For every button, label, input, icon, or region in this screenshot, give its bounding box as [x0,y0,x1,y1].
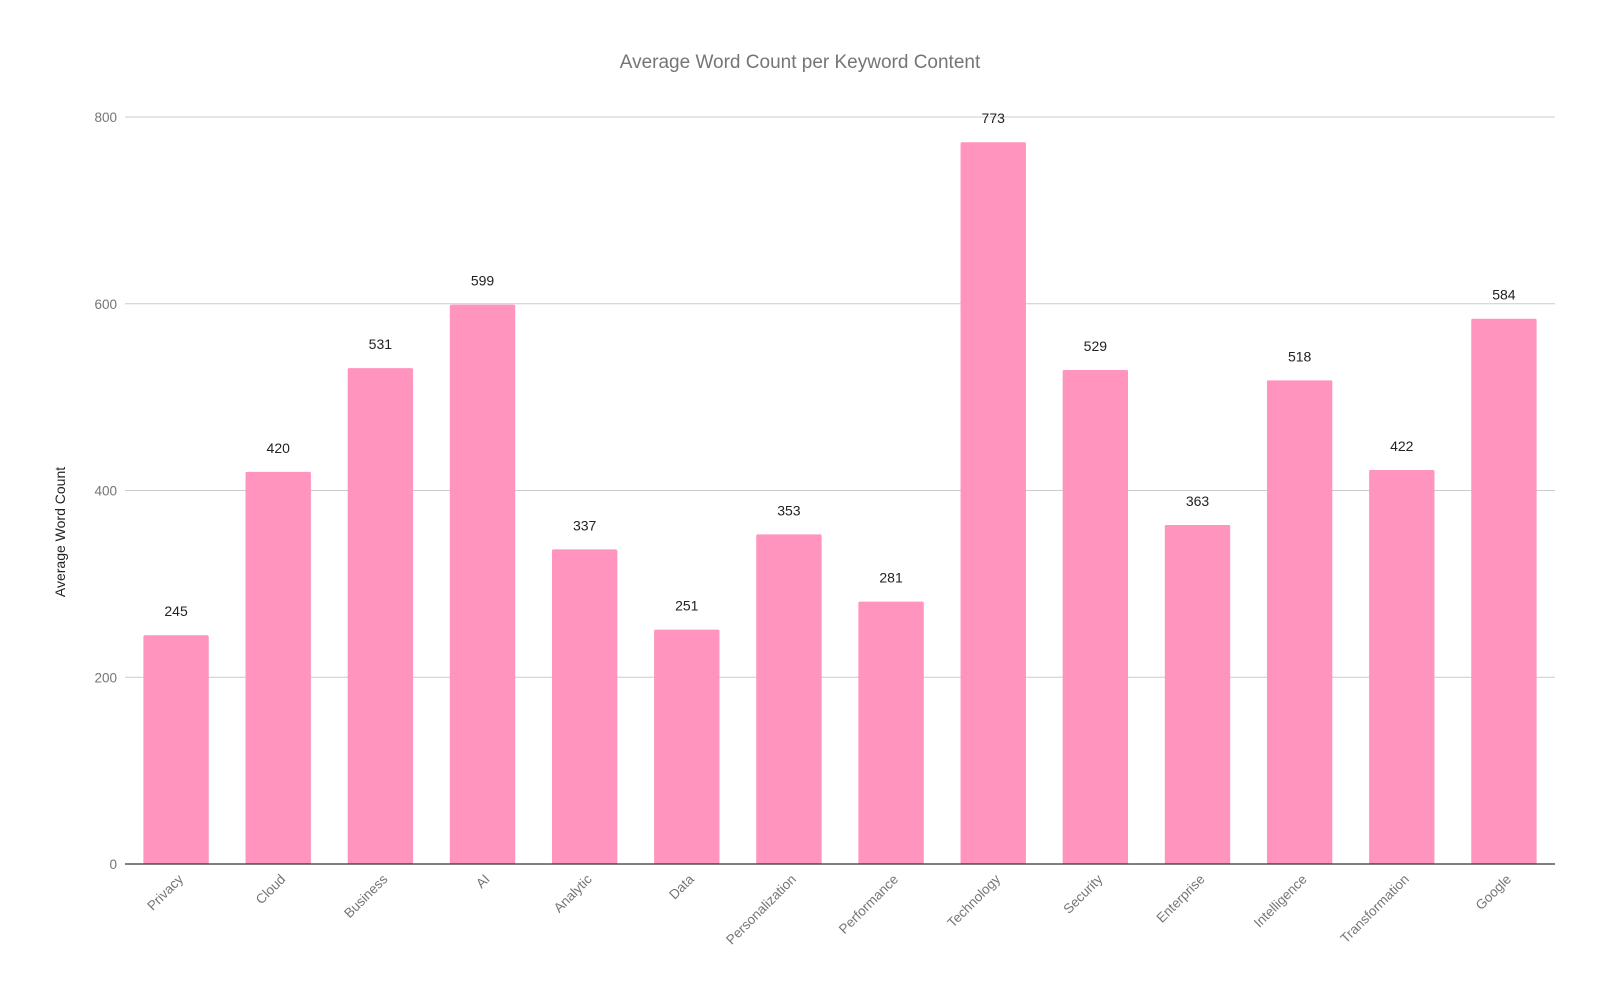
bar-privacy [143,635,209,864]
y-tick-label: 200 [94,670,117,685]
y-tick-label: 600 [94,297,117,312]
bar-cloud [245,471,311,864]
bar-ai [449,304,516,865]
data-label: 245 [164,603,188,619]
bar-analytic [551,549,618,864]
x-tick-label: Technology [944,871,1003,930]
data-label: 281 [879,570,903,586]
x-tick-label: Data [666,871,697,902]
bar-transformation [1369,469,1435,864]
data-label: 529 [1084,338,1108,354]
bar-personalization [756,534,822,864]
data-label: 518 [1288,348,1312,364]
x-tick-label: Performance [836,872,901,937]
x-tick-label: Transformation [1337,872,1411,946]
data-label: 584 [1492,287,1516,303]
y-tick-label: 800 [94,110,117,125]
data-label: 251 [675,598,699,614]
bar-google [1471,318,1537,864]
data-label: 422 [1390,438,1414,454]
data-label: 420 [267,440,291,456]
bar-intelligence [1266,380,1333,864]
bar-technology [960,142,1026,864]
data-label: 599 [471,273,495,289]
x-tick-label: Cloud [253,872,289,908]
bar-enterprise [1164,525,1231,864]
x-tick-label: Privacy [144,871,186,913]
bars [143,142,1537,865]
x-tick-label: Google [1473,872,1514,913]
bar-data [654,629,720,864]
y-tick-label: 0 [109,857,117,872]
bar-business [347,368,414,864]
x-tick-label: Enterprise [1154,872,1208,926]
data-label: 363 [1186,493,1210,509]
data-label: 531 [369,336,393,352]
chart-title: Average Word Count per Keyword Content [620,52,981,73]
y-axis-title: Average Word Count [52,467,68,597]
y-tick-label: 400 [94,484,117,499]
y-axis-ticks: 0 200 400 600 800 [94,110,117,872]
x-axis-ticks: Privacy Cloud Business AI Analytic Data Person… [144,871,1514,947]
data-label: 353 [777,502,801,518]
x-tick-label: Business [341,871,391,921]
data-labels: 245 420 531 599 337 251 353 281 773 529 363 518 422 5… [164,110,1515,619]
bar-performance [858,601,924,864]
x-tick-label: Personalization [723,872,799,948]
x-tick-label: AI [473,872,493,892]
gridlines [125,116,1555,678]
x-tick-label: Security [1060,871,1105,916]
x-tick-label: Intelligence [1251,872,1310,931]
data-label: 773 [982,110,1006,126]
x-tick-label: Analytic [551,871,595,915]
bar-security [1062,370,1129,864]
data-label: 337 [573,517,597,533]
